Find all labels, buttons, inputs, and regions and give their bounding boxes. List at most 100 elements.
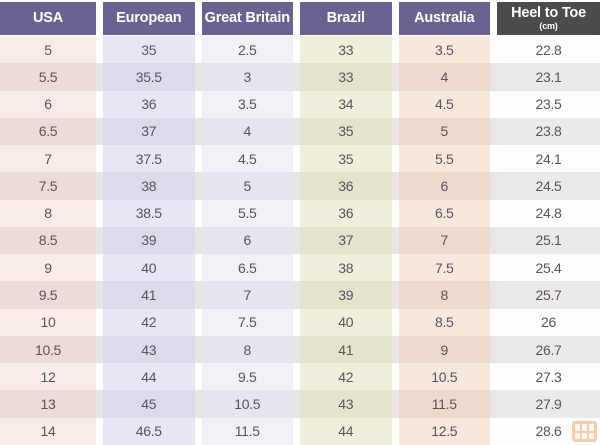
table-cell: 7 bbox=[0, 145, 96, 173]
table-cell: 10.5 bbox=[0, 335, 96, 364]
column-header-usa: USA bbox=[0, 2, 96, 35]
table-cell: 41 bbox=[103, 281, 195, 309]
table-cell: 23.5 bbox=[497, 90, 600, 118]
table-cell: 35 bbox=[103, 36, 195, 64]
table-cell: 43 bbox=[103, 335, 195, 364]
table-cell: 9.5 bbox=[0, 281, 96, 309]
column-header-label: USA bbox=[32, 9, 63, 26]
table-cell: 24.1 bbox=[497, 145, 600, 173]
table-cell: 4.5 bbox=[201, 145, 293, 173]
column-header-australia: Australia bbox=[398, 2, 490, 35]
table-cell: 42 bbox=[103, 308, 195, 336]
table-cell: 3.5 bbox=[398, 36, 490, 64]
column-header-label: European bbox=[116, 9, 182, 26]
table-cell: 38 bbox=[300, 254, 392, 282]
table-cell: 44 bbox=[103, 363, 195, 391]
table-cell: 9.5 bbox=[201, 363, 293, 391]
table-cell: 6 bbox=[398, 172, 490, 200]
table-cell: 4 bbox=[398, 63, 490, 91]
table-cell: 5 bbox=[398, 117, 490, 146]
table-row: 9.5 41 7 39 8 25.7 bbox=[0, 281, 600, 309]
table-cell: 6.5 bbox=[201, 254, 293, 282]
table-cell: 26.7 bbox=[497, 335, 600, 364]
table-cell: 9 bbox=[0, 254, 96, 282]
table-cell: 5.5 bbox=[398, 145, 490, 173]
table-cell: 7 bbox=[201, 281, 293, 309]
table-cell: 6 bbox=[201, 226, 293, 255]
column-header-label: Great Britain bbox=[204, 9, 290, 26]
column-header-label: Brazil bbox=[326, 9, 365, 26]
watermark-logo-icon bbox=[572, 421, 597, 442]
table-cell: 7.5 bbox=[0, 172, 96, 200]
table-cell: 3.5 bbox=[201, 90, 293, 118]
table-cell: 27.9 bbox=[497, 390, 600, 418]
column-header-label: Australia bbox=[414, 9, 475, 26]
table-cell: 23.8 bbox=[497, 117, 600, 146]
table-cell: 7.5 bbox=[398, 254, 490, 282]
table-cell: 2.5 bbox=[201, 36, 293, 64]
table-cell: 33 bbox=[300, 63, 392, 91]
table-cell: 8.5 bbox=[398, 308, 490, 336]
table-row: 13 45 10.5 43 11.5 27.9 bbox=[0, 390, 600, 418]
column-header-brazil: Brazil bbox=[300, 2, 392, 35]
table-row: 10.5 43 8 41 9 26.7 bbox=[0, 335, 600, 364]
table-row: 8 38.5 5.5 36 6.5 24.8 bbox=[0, 199, 600, 227]
table-cell: 25.7 bbox=[497, 281, 600, 309]
table-row: 5 35 2.5 33 3.5 22.8 bbox=[0, 36, 600, 64]
table-cell: 4 bbox=[201, 117, 293, 146]
table-cell: 9 bbox=[398, 335, 490, 364]
table-cell: 39 bbox=[103, 226, 195, 255]
table-cell: 39 bbox=[300, 281, 392, 309]
table-cell: 11.5 bbox=[201, 417, 293, 445]
table-cell: 11.5 bbox=[398, 390, 490, 418]
table-cell: 8 bbox=[0, 199, 96, 227]
table-cell: 4.5 bbox=[398, 90, 490, 118]
table-cell: 7.5 bbox=[201, 308, 293, 336]
table-cell: 5 bbox=[0, 36, 96, 64]
table-cell: 36 bbox=[300, 172, 392, 200]
table-cell: 24.5 bbox=[497, 172, 600, 200]
column-header-european: European bbox=[103, 2, 195, 35]
table-cell: 38.5 bbox=[103, 199, 195, 227]
table-cell: 12 bbox=[0, 363, 96, 391]
table-cell: 10 bbox=[0, 308, 96, 336]
table-cell: 10.5 bbox=[398, 363, 490, 391]
table-cell: 35 bbox=[300, 145, 392, 173]
table-row: 8.5 39 6 37 7 25.1 bbox=[0, 226, 600, 255]
table-cell: 8.5 bbox=[0, 226, 96, 255]
table-cell: 24.8 bbox=[497, 199, 600, 227]
table-cell: 33 bbox=[300, 36, 392, 64]
table-body: 5 35 2.5 33 3.5 22.8 5.5 35.5 3 33 4 23.1 6 36 3.5 34 4.… bbox=[0, 36, 600, 445]
table-cell: 43 bbox=[300, 390, 392, 418]
table-cell: 45 bbox=[103, 390, 195, 418]
table-cell: 8 bbox=[201, 335, 293, 364]
table-cell: 36 bbox=[300, 199, 392, 227]
table-row: 6.5 37 4 35 5 23.8 bbox=[0, 117, 600, 146]
table-cell: 35.5 bbox=[103, 63, 195, 91]
column-header-heel-to-toe: Heel to Toe (cm) bbox=[497, 2, 600, 35]
table-cell: 44 bbox=[300, 417, 392, 445]
column-header-label: Heel to Toe bbox=[511, 4, 586, 21]
table-header-row: USA European Great Britain Brazil Austra… bbox=[0, 0, 600, 36]
table-row: 12 44 9.5 42 10.5 27.3 bbox=[0, 363, 600, 391]
column-header-great-britain: Great Britain bbox=[201, 2, 293, 35]
table-cell: 12.5 bbox=[398, 417, 490, 445]
table-cell: 40 bbox=[300, 308, 392, 336]
table-cell: 6.5 bbox=[0, 117, 96, 146]
table-row: 7 37.5 4.5 35 5.5 24.1 bbox=[0, 145, 600, 173]
table-cell: 6.5 bbox=[398, 199, 490, 227]
table-cell: 42 bbox=[300, 363, 392, 391]
table-cell: 5 bbox=[201, 172, 293, 200]
table-cell: 27.3 bbox=[497, 363, 600, 391]
table-cell: 6 bbox=[0, 90, 96, 118]
table-cell: 5.5 bbox=[201, 199, 293, 227]
table-row: 10 42 7.5 40 8.5 26 bbox=[0, 308, 600, 336]
table-row: 5.5 35.5 3 33 4 23.1 bbox=[0, 63, 600, 91]
table-cell: 26 bbox=[497, 308, 600, 336]
table-row: 14 46.5 11.5 44 12.5 28.6 bbox=[0, 417, 600, 445]
table-cell: 8 bbox=[398, 281, 490, 309]
table-cell: 14 bbox=[0, 417, 96, 445]
table-cell: 22.8 bbox=[497, 36, 600, 64]
table-row: 6 36 3.5 34 4.5 23.5 bbox=[0, 90, 600, 118]
